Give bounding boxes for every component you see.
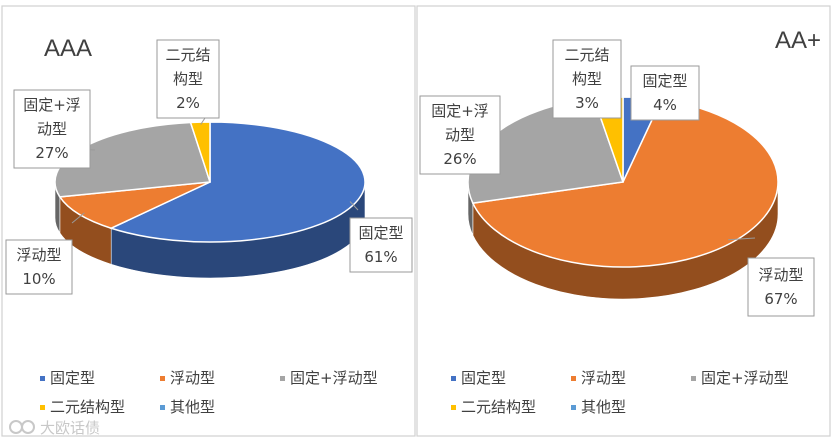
panel-aaplus-border [416,5,831,437]
legend-swatch [160,376,165,381]
data-label-name: 固定型 [358,224,403,242]
data-label-slice-1: 浮动型 67% [728,237,815,317]
data-label-percent: 67% [764,290,797,308]
legend-swatch [571,405,576,410]
legend-item-2[interactable]: 固定+浮动型 [280,369,378,387]
legend-label: 浮动型 [581,369,626,387]
watermark-text: 大欧话债 [40,419,100,437]
panel-aaa-border [1,5,416,437]
data-label-percent: 61% [364,248,397,266]
data-label-name: 二元结 [165,46,210,64]
data-label-slice-0: 固定型 61% [349,201,413,273]
data-label-slice-2: 固定+浮动型 27% [13,89,96,169]
legend-swatch [40,376,45,381]
data-label-slice-3: 二元结构型 2% [156,39,220,125]
legend-label: 浮动型 [170,369,215,387]
legend-item-4[interactable]: 其他型 [571,398,626,416]
data-label-name: 固定+浮 [431,102,489,120]
legend-swatch [451,405,456,410]
pie-slice-slice-0 [109,121,366,243]
legend-item-3[interactable]: 二元结构型 [40,398,125,416]
data-label-box [630,65,700,121]
data-label-slice-2: 固定+浮动型 26% [419,95,501,175]
pie-top-slices [54,121,366,243]
data-label-percent: 10% [22,270,55,288]
pie-slice-slice-1 [471,98,779,268]
legend-item-3[interactable]: 二元结构型 [451,398,536,416]
data-label-name: 固定型 [642,72,687,90]
data-label-slice-1: 浮动型 10% [5,212,85,295]
legend-item-1[interactable]: 浮动型 [160,369,215,387]
data-label-name: 二元结 [564,46,609,64]
leader-line [71,212,85,224]
legend-item-4[interactable]: 其他型 [160,398,215,416]
legend-item-2[interactable]: 固定+浮动型 [691,369,789,387]
legend-swatch [571,376,576,381]
data-label-name: 动型 [445,126,475,144]
data-label-percent: 27% [35,144,68,162]
legend-label: 其他型 [170,398,215,416]
legend-label: 二元结构型 [461,398,536,416]
data-label-box [156,39,220,119]
legend-item-0[interactable]: 固定型 [451,369,506,387]
legend-swatch [160,405,165,410]
data-label-slice-3: 二元结构型 3% [552,39,622,119]
pie-slice-slice-3 [189,121,211,183]
data-label-slice-0: 固定型 4% [630,65,700,121]
chart-title-aaa: AAA [44,35,92,62]
data-label-name: 固定+浮 [23,96,81,114]
legend-swatch [451,376,456,381]
data-label-box [349,217,413,273]
legend-item-1[interactable]: 浮动型 [571,369,626,387]
legend-label: 其他型 [581,398,626,416]
legend-label: 固定型 [461,369,506,387]
legend-label: 固定+浮动型 [290,369,378,387]
legend-label: 固定型 [50,369,95,387]
data-label-name: 构型 [572,70,602,88]
data-label-box [747,257,815,317]
watermark-logo-icon [9,420,35,434]
data-label-box [5,239,73,295]
chart-title-aaplus: AA+ [775,27,821,54]
data-label-box [552,39,622,119]
data-label-percent: 2% [176,94,200,112]
legend-swatch [280,376,285,381]
legend-label: 二元结构型 [50,398,125,416]
data-label-percent: 3% [575,94,599,112]
data-label-name: 动型 [37,120,67,138]
data-label-box [13,89,91,169]
legend-item-0[interactable]: 固定型 [40,369,95,387]
legend-label: 固定+浮动型 [701,369,789,387]
leader-line [200,117,206,125]
data-label-percent: 4% [653,96,677,114]
legend-swatch [40,405,45,410]
leader-line [349,201,359,211]
data-label-name: 浮动型 [16,246,61,264]
data-label-percent: 26% [443,150,476,168]
pie-top-slices [467,96,779,268]
data-label-box [419,95,501,175]
legend-swatch [691,376,696,381]
leader-line [728,237,756,241]
data-label-name: 浮动型 [758,266,803,284]
data-label-name: 构型 [173,70,203,88]
